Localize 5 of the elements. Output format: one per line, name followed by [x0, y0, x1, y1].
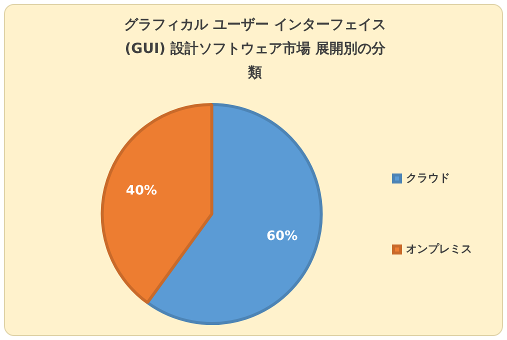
data-label: 40% — [126, 184, 158, 199]
chart-title: グラフィカル ユーザー インターフェイス (GUI) 設計ソフトウェア市場 展開別の分類 — [123, 16, 387, 83]
legend-label: オンプレミス — [406, 242, 472, 256]
data-label: 60% — [266, 229, 298, 244]
legend-label: クラウド — [406, 171, 450, 184]
